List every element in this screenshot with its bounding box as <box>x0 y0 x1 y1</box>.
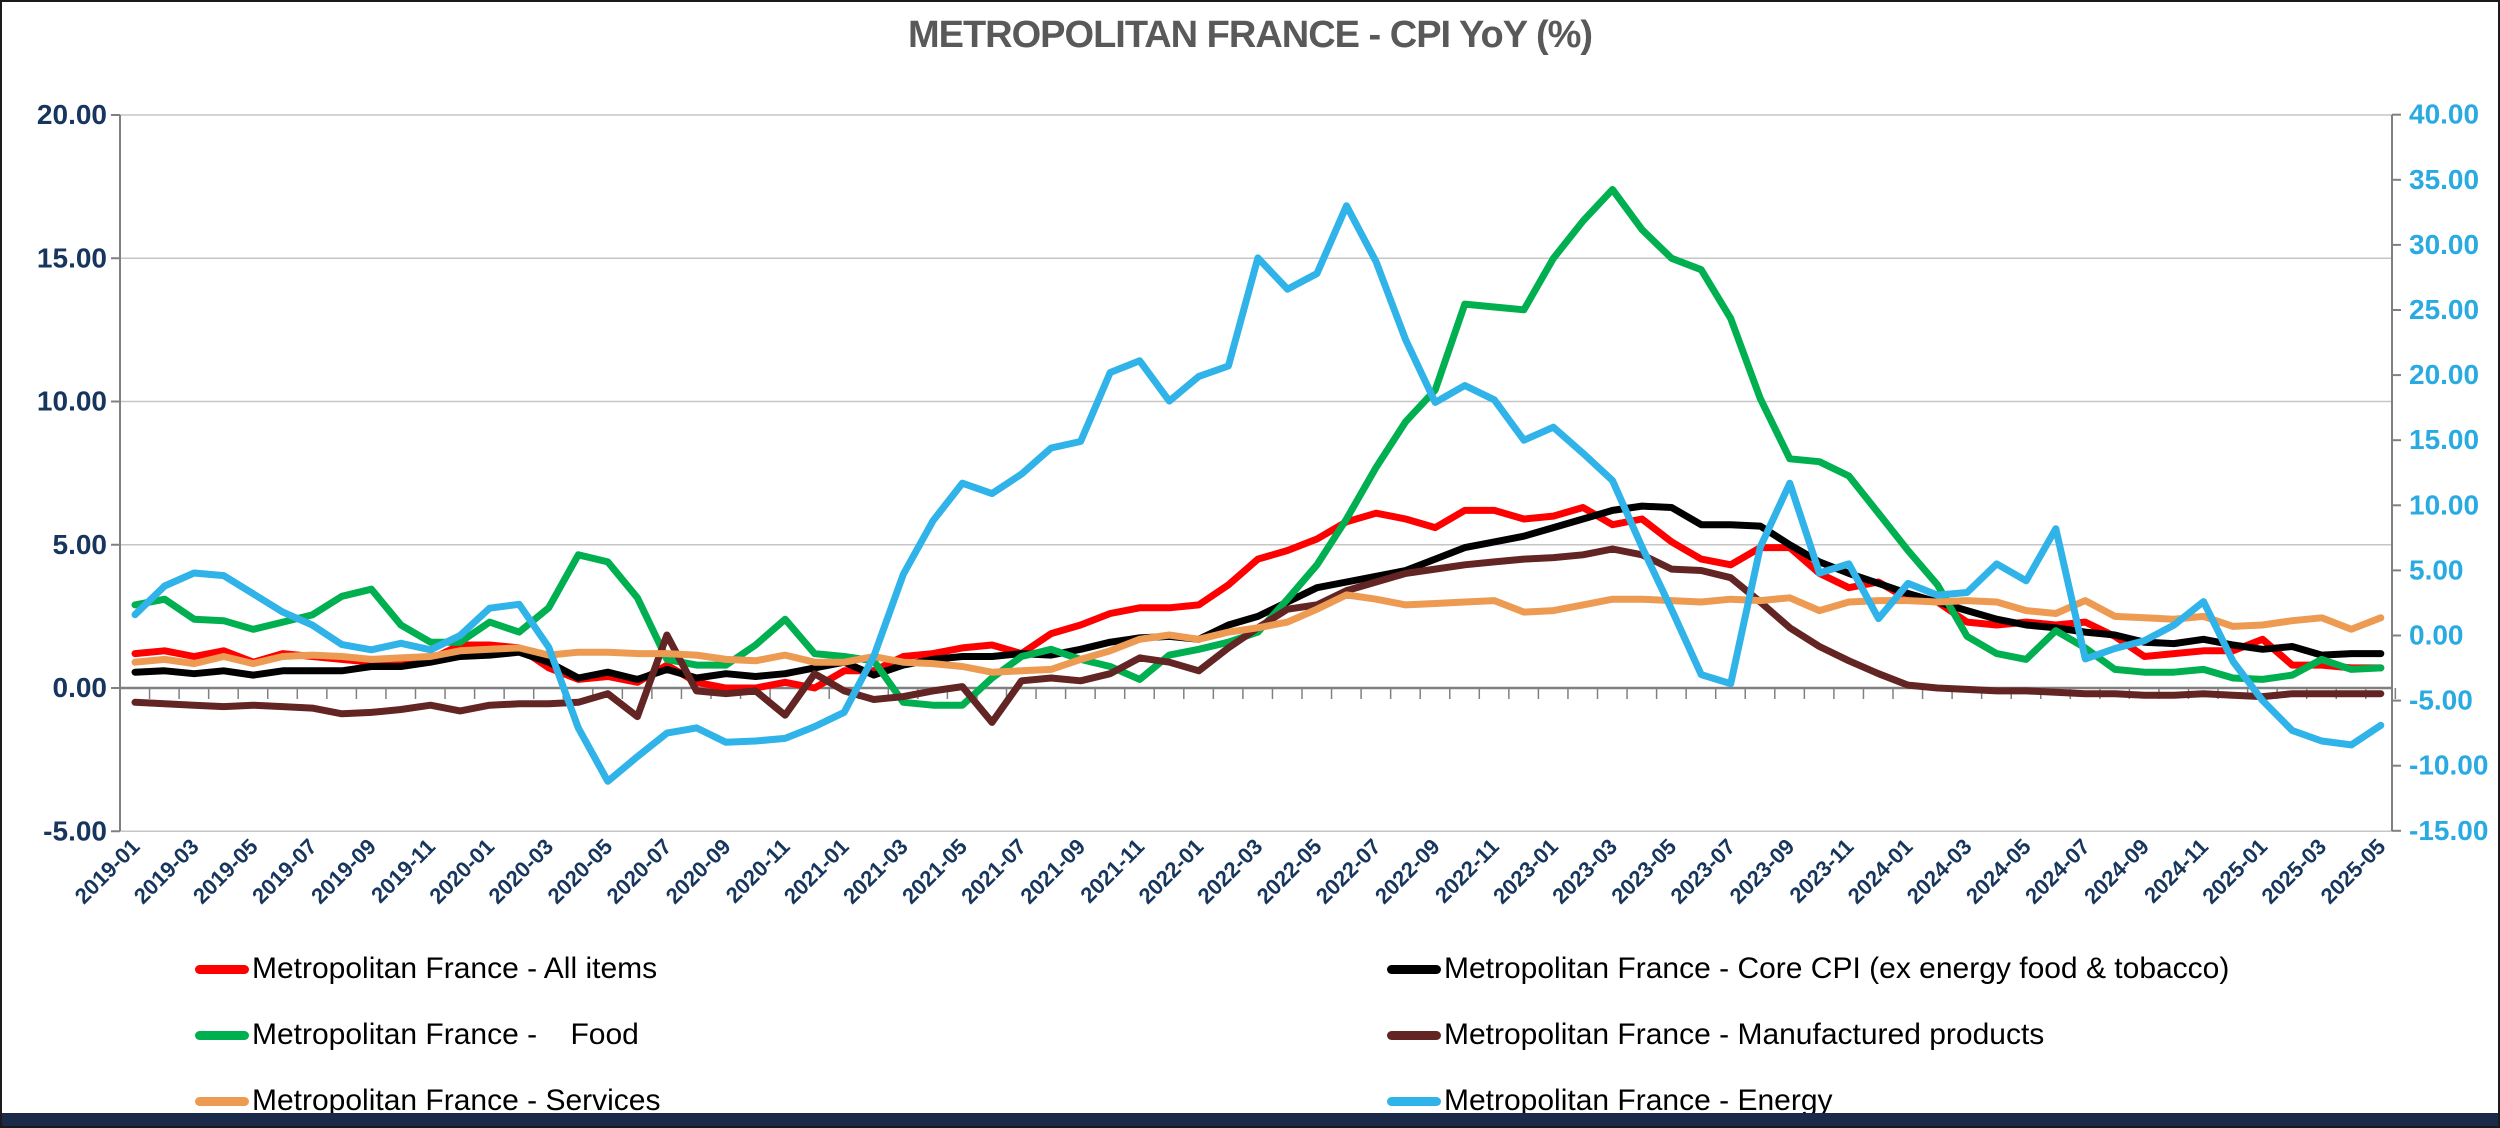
x-axis-label: 2020-09 <box>661 834 736 909</box>
legend-item-0: Metropolitan France - All items <box>195 950 661 988</box>
x-axis-label: 2024-09 <box>2079 834 2154 909</box>
x-axis-label: 2021-09 <box>1015 834 1090 909</box>
legend-label: Metropolitan France - Core CPI (ex energ… <box>1444 952 2230 985</box>
series-line-1 <box>131 502 2385 683</box>
legend-item-1: Metropolitan France - Food <box>195 1016 661 1054</box>
legend-marker-icon <box>1387 1096 1441 1106</box>
legend-column-right: Metropolitan France - Core CPI (ex energ… <box>1387 950 2229 1126</box>
legend-label: Metropolitan France - Food <box>252 1018 639 1051</box>
x-axis-label: 2022-03 <box>1193 834 1268 909</box>
legend-item-5: Metropolitan France - Energy <box>1387 1082 2229 1120</box>
legend-item-4: Metropolitan France - Manufactured produ… <box>1387 1016 2229 1054</box>
legend-label: Metropolitan France - Manufactured produ… <box>1444 1018 2045 1051</box>
x-axis-label: 2019-07 <box>247 834 322 909</box>
x-axis-label: 2023-05 <box>1606 834 1681 909</box>
x-axis-label: 2025-03 <box>2256 834 2331 909</box>
right-axis-label: 35.00 <box>2409 164 2479 195</box>
x-axis-label: 2021-07 <box>956 834 1031 909</box>
x-axis-label: 2025-01 <box>2197 834 2272 909</box>
x-axis-label: 2023-07 <box>1665 834 1740 909</box>
series-line-4 <box>131 591 2385 676</box>
x-axis-label: 2024-01 <box>1843 834 1918 909</box>
x-axis-label: 2022-05 <box>1252 834 1327 909</box>
right-axis-label: 20.00 <box>2409 359 2479 390</box>
right-axis-label: 10.00 <box>2409 489 2479 520</box>
x-axis-label: 2022-01 <box>1134 834 1209 909</box>
legend-marker-icon <box>1387 964 1441 974</box>
x-axis-label: 2021-01 <box>779 834 854 909</box>
legend-column-left: Metropolitan France - All items Metropoli… <box>195 950 661 1126</box>
right-axis-label: 5.00 <box>2409 554 2464 585</box>
x-axis-label: 2025-05 <box>2316 834 2391 909</box>
series-line-2 <box>131 186 2385 709</box>
chart-title: METROPOLITAN FRANCE - CPI YoY (%) <box>907 14 1593 56</box>
series-line-0 <box>131 504 2385 692</box>
x-axis-label: 2024-05 <box>1961 834 2036 909</box>
x-axis-label: 2020-05 <box>543 834 618 909</box>
x-axis-label: 2024-07 <box>2020 834 2095 909</box>
right-axis-label: 30.00 <box>2409 229 2479 260</box>
left-axis-label: 15.00 <box>37 242 107 273</box>
bottom-edge-strip <box>2 1113 2498 1126</box>
legend-marker-icon <box>195 964 249 974</box>
right-axis-label: 25.00 <box>2409 294 2479 325</box>
legend-label: Metropolitan France - Services <box>252 1084 661 1117</box>
legend-item-2: Metropolitan France - Services <box>195 1082 661 1120</box>
right-axis-label: 0.00 <box>2409 620 2464 651</box>
left-axis-label: 10.00 <box>37 386 107 417</box>
legend-label: Metropolitan France - Energy <box>1444 1084 1833 1117</box>
legend-marker-icon <box>195 1096 249 1106</box>
x-axis-label: 2022-09 <box>1370 834 1445 909</box>
right-axis-label: -5.00 <box>2409 685 2473 716</box>
x-axis-label: 2019-03 <box>129 834 204 909</box>
right-axis-label: 40.00 <box>2409 99 2479 130</box>
left-axis-label: 0.00 <box>53 672 108 703</box>
x-axis-label: 2021-05 <box>897 834 972 909</box>
x-axis-label: 2019-09 <box>306 834 381 909</box>
x-axis-label: 2020-01 <box>424 834 499 909</box>
x-axis-label: 2023-03 <box>1547 834 1622 909</box>
x-axis-label: 2023-01 <box>1488 834 1563 909</box>
legend-marker-icon <box>1387 1030 1441 1040</box>
x-axis-label: 2020-03 <box>483 834 558 909</box>
right-axis-label: -15.00 <box>2409 815 2488 846</box>
x-axis-label: 2022-07 <box>1311 834 1386 909</box>
x-axis-label: 2021-03 <box>838 834 913 909</box>
x-axis-label: 2019-05 <box>188 834 263 909</box>
series-line-5 <box>131 202 2385 785</box>
legend-item-3: Metropolitan France - Core CPI (ex energ… <box>1387 950 2229 988</box>
x-axis-label: 2024-03 <box>1902 834 1977 909</box>
right-axis-label: -10.00 <box>2409 750 2488 781</box>
right-axis-label: 15.00 <box>2409 424 2479 455</box>
x-axis-label: 2023-09 <box>1725 834 1800 909</box>
left-axis-label: 5.00 <box>53 529 108 560</box>
x-axis-label: 2020-07 <box>602 834 677 909</box>
legend-marker-icon <box>195 1030 249 1040</box>
left-axis-label: 20.00 <box>37 99 107 130</box>
legend-label: Metropolitan France - All items <box>252 952 658 985</box>
left-axis-label: -5.00 <box>43 815 107 846</box>
